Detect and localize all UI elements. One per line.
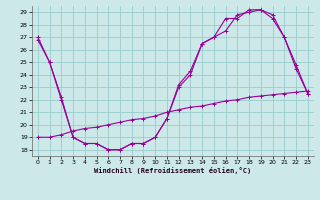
X-axis label: Windchill (Refroidissement éolien,°C): Windchill (Refroidissement éolien,°C) [94, 167, 252, 174]
